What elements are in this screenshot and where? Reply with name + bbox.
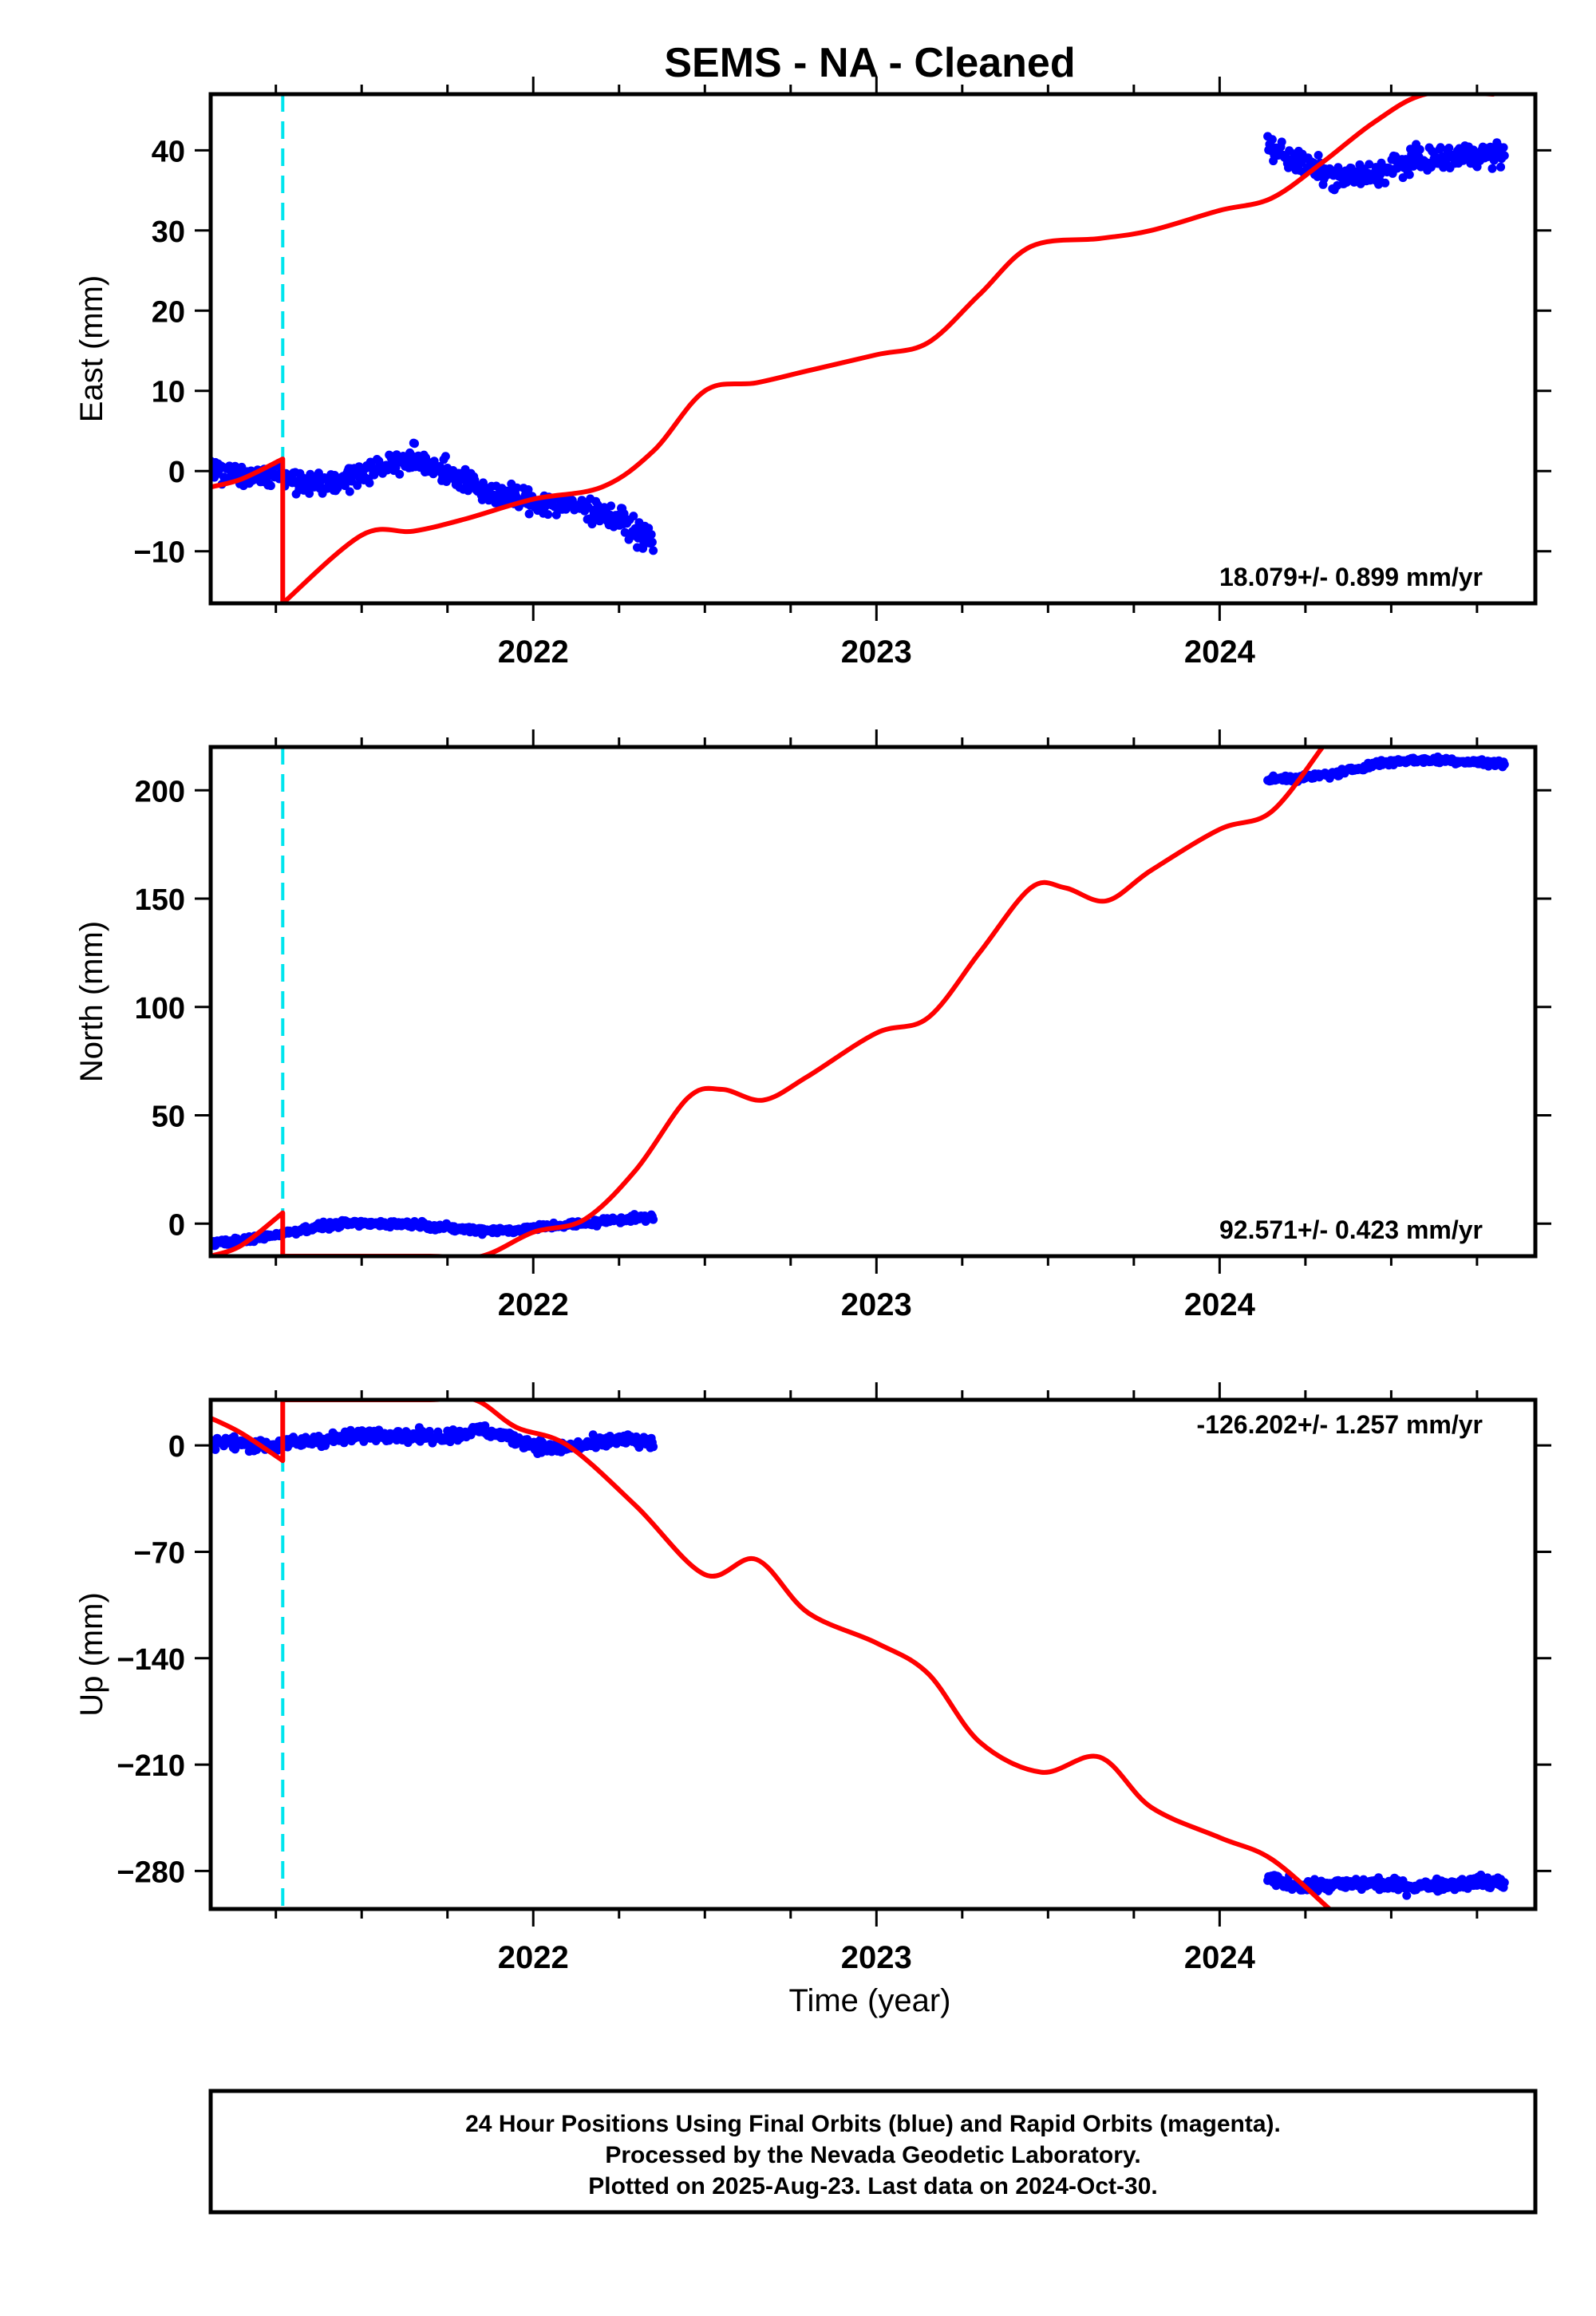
data-points-east [211, 132, 1509, 555]
y-tick-label: 200 [135, 775, 185, 808]
data-point [1381, 178, 1390, 188]
data-point [1444, 144, 1454, 152]
data-point [551, 510, 561, 520]
data-point [647, 537, 657, 547]
x-tick-label: 2022 [498, 1940, 569, 1975]
data-point [410, 439, 419, 449]
y-tick-label: 40 [152, 135, 185, 168]
y-tick-label: 20 [152, 295, 185, 329]
plot-area-north [211, 747, 1509, 1256]
data-point [1398, 173, 1408, 183]
x-tick-label: 2023 [841, 634, 912, 670]
data-point [629, 512, 638, 521]
data-point [1415, 144, 1424, 154]
data-point [587, 520, 597, 529]
footer-line-3: Plotted on 2025-Aug-23. Last data on 202… [588, 2173, 1158, 2199]
footer-box [208, 2089, 1538, 2215]
data-point [1404, 170, 1414, 180]
data-point [1267, 135, 1277, 144]
rate-annotation: -126.202+/- 1.257 mm/yr [1197, 1410, 1483, 1439]
y-tick-label: 50 [152, 1101, 185, 1134]
x-axis-label: Time (year) [789, 1983, 951, 2018]
plot-area-up [211, 1400, 1509, 1909]
data-point [480, 1421, 490, 1430]
y-axis-label: North (mm) [74, 921, 109, 1082]
x-tick-label: 2022 [498, 634, 569, 670]
data-point [1499, 760, 1509, 769]
data-point [1314, 151, 1323, 160]
model-fit-line [211, 94, 1495, 603]
panels: 2022 2023 2024 −10 0 10 20 30 40 East (mm) 18.079+… [74, 77, 1551, 1975]
panel-frame [208, 92, 1538, 606]
data-point [305, 488, 314, 498]
data-point [649, 1215, 658, 1224]
panel-north: 2022 2023 2024 0 50 100 150 200 North (mm) 92.571… [74, 729, 1551, 1322]
data-point [266, 481, 275, 491]
y-axis-label: East (mm) [74, 275, 109, 422]
panel-east: 2022 2023 2024 −10 0 10 20 30 40 East (mm) 18.079+… [74, 77, 1551, 670]
y-tick-label: 0 [168, 456, 185, 489]
footer-line-2: Processed by the Nevada Geodetic Laborat… [605, 2142, 1140, 2168]
y-tick-label: −70 [134, 1536, 185, 1570]
data-point [1277, 137, 1286, 147]
x-tick-label: 2023 [841, 1287, 912, 1322]
data-point [649, 1442, 658, 1452]
data-point [1402, 1891, 1412, 1900]
panel-up: 2022 2023 2024 0 −70 −140 −210 −280 Up (mm) -126.… [74, 1382, 1551, 1975]
data-point [345, 487, 354, 496]
footer-line-1: 24 Hour Positions Using Final Orbits (bl… [465, 2111, 1281, 2137]
plot-area-east [211, 94, 1509, 603]
data-point [1496, 162, 1506, 172]
data-point [440, 452, 450, 461]
data-point [1499, 151, 1509, 160]
data-point [543, 510, 553, 520]
y-tick-label: 0 [168, 1208, 185, 1242]
data-point [1499, 143, 1508, 152]
panel-frame [208, 745, 1538, 1259]
y-tick-label: −280 [117, 1856, 185, 1889]
data-point [365, 478, 374, 488]
data-point [512, 483, 522, 492]
rate-annotation: 92.571+/- 0.423 mm/yr [1219, 1215, 1483, 1244]
data-point [524, 509, 534, 519]
x-tick-label: 2024 [1184, 1287, 1256, 1322]
y-tick-label: 0 [168, 1430, 185, 1464]
data-point [340, 481, 350, 491]
y-tick-label: 100 [135, 992, 185, 1026]
y-axis-label: Up (mm) [74, 1592, 109, 1717]
model-fit-line [211, 1400, 1331, 1909]
x-tick-label: 2024 [1184, 634, 1256, 670]
data-point [391, 463, 401, 472]
data-point [606, 501, 616, 511]
rate-annotation: 18.079+/- 0.899 mm/yr [1219, 563, 1483, 591]
data-point [211, 1445, 220, 1454]
x-tick-label: 2023 [841, 1940, 912, 1975]
y-tick-label: −210 [117, 1749, 185, 1783]
x-tick-label: 2022 [498, 1287, 569, 1322]
y-tick-label: 150 [135, 883, 185, 917]
y-tick-label: −10 [134, 536, 185, 570]
data-point [1487, 164, 1497, 173]
data-points-north [211, 752, 1509, 1251]
y-tick-label: 30 [152, 215, 185, 249]
data-point [649, 546, 658, 555]
x-tick-label: 2024 [1184, 1940, 1256, 1975]
panel-frame [208, 1397, 1538, 1911]
y-tick-label: 10 [152, 376, 185, 409]
data-point [395, 469, 405, 479]
data-point [523, 485, 533, 494]
data-point [1365, 160, 1374, 169]
y-tick-label: −140 [117, 1643, 185, 1677]
chart-title: SEMS - NA - Cleaned [664, 40, 1075, 86]
data-point [646, 530, 656, 539]
data-point [1499, 1878, 1509, 1887]
